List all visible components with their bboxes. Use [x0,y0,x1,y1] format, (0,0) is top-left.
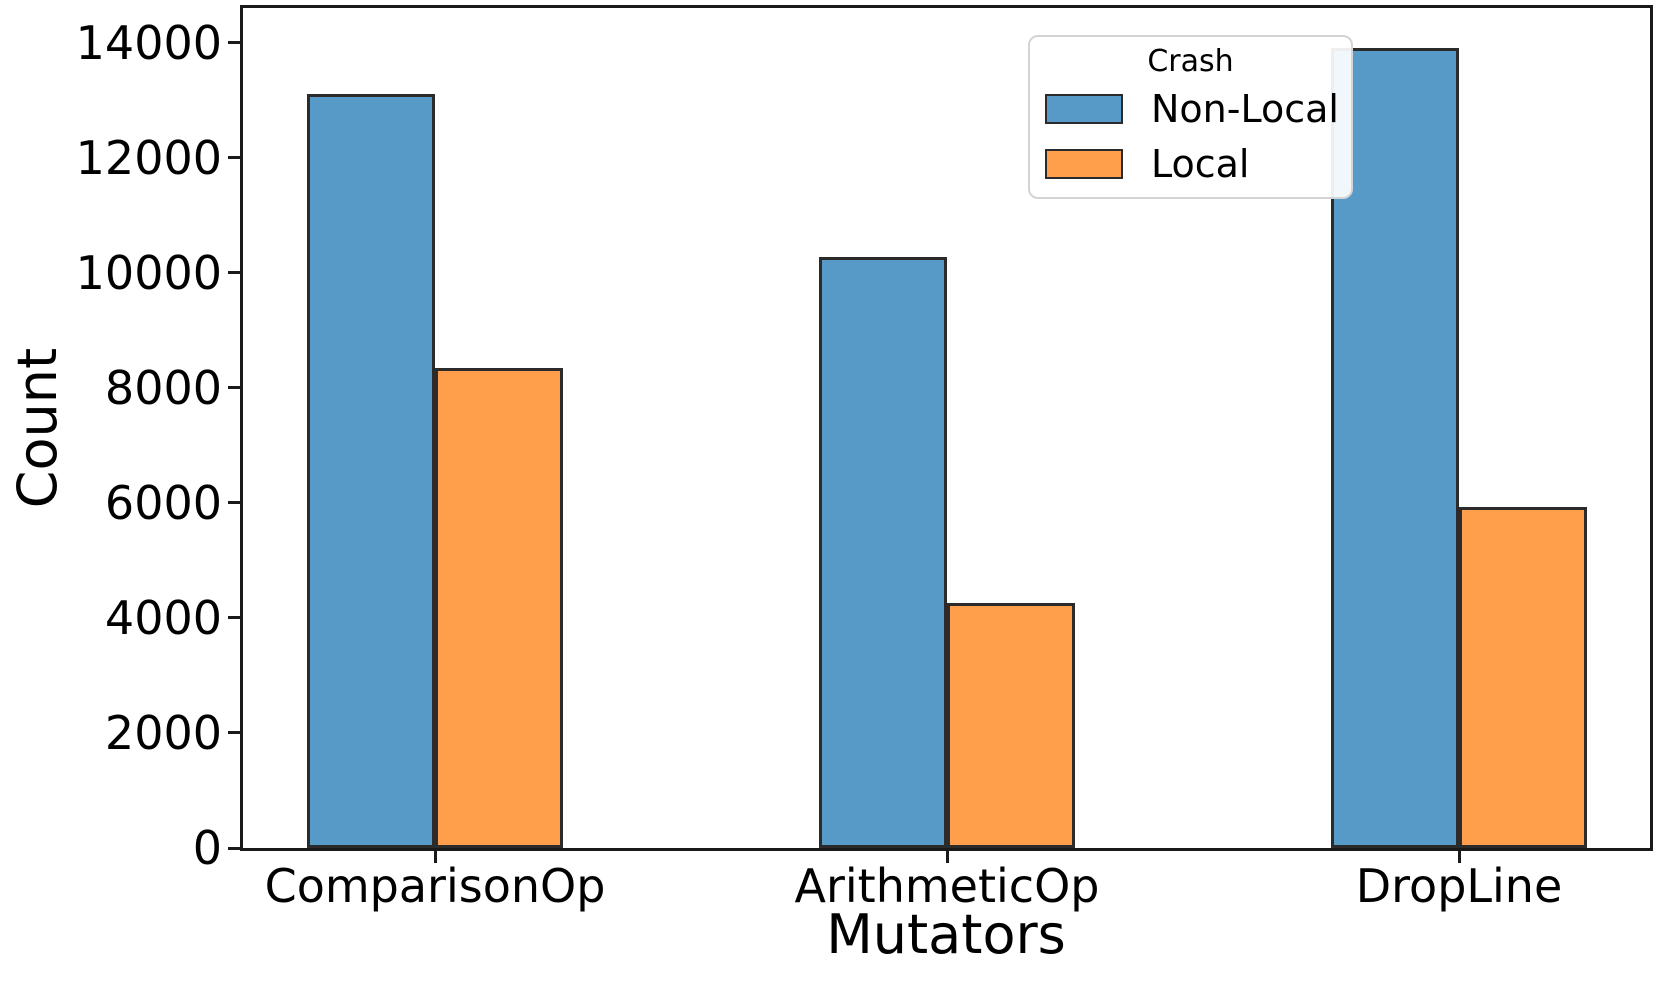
legend-label: Non-Local [1151,86,1339,131]
bar-local-arithmeticop [947,603,1075,848]
y-tick-mark [228,731,241,735]
bar-local-comparisonop [435,368,563,848]
y-tick-mark [228,616,241,620]
legend-swatch-non-local [1045,93,1123,124]
bar-non-local-arithmeticop [819,257,947,848]
y-tick-mark [228,386,241,390]
plot-area: Crash Non-Local Local [240,5,1653,851]
y-tick-label: 10000 [75,245,222,300]
y-tick-label: 12000 [75,130,222,185]
x-tick-mark [945,851,949,863]
y-tick-mark [228,41,241,45]
x-tick-label-comparisonop: ComparisonOp [264,859,606,913]
x-tick-mark [433,851,437,863]
bar-non-local-comparisonop [307,94,435,848]
y-tick-mark [228,156,241,160]
legend-title: Crash [1147,44,1234,79]
x-tick-mark [1457,851,1461,863]
y-tick-label: 0 [192,821,222,875]
legend-label: Local [1151,141,1250,186]
x-axis-label: Mutators [826,903,1066,966]
y-tick-label: 4000 [104,590,222,645]
y-tick-label: 2000 [104,705,222,760]
x-tick-label-arithmeticop: ArithmeticOp [794,859,1100,913]
legend-swatch-local [1045,148,1123,179]
y-tick-mark [228,846,241,850]
y-tick-mark [228,271,241,275]
legend-entry-local: Local [1030,136,1351,191]
y-tick-label: 6000 [104,475,222,530]
x-tick-label-dropline: DropLine [1355,859,1563,913]
y-tick-mark [228,501,241,505]
bar-local-dropline [1459,507,1587,848]
y-axis-label: Count [6,347,69,509]
legend-entry-non-local: Non-Local [1030,81,1351,136]
legend-entries: Non-Local Local [1030,81,1351,191]
y-tick-label: 14000 [75,15,222,70]
y-tick-label: 8000 [104,360,222,415]
legend: Crash Non-Local Local [1028,35,1353,199]
